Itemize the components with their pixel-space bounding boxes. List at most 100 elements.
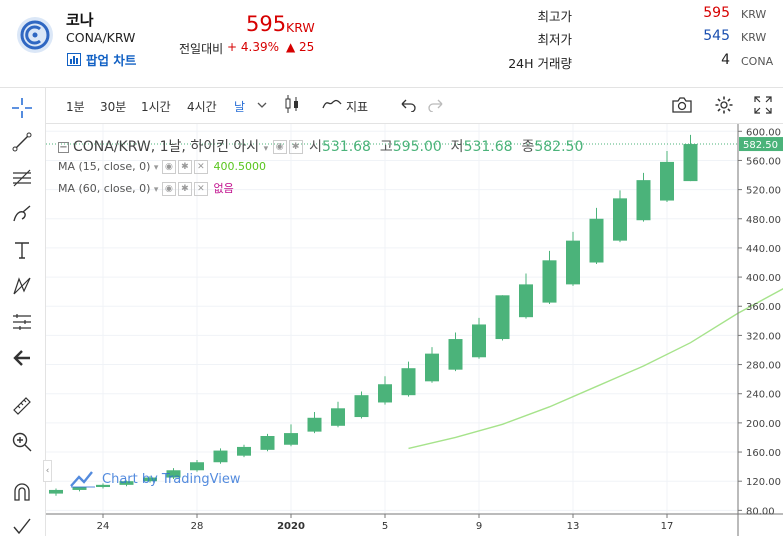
cona-logo-icon (17, 17, 53, 53)
series-actions: ◉ ✱ (272, 139, 305, 155)
ma15-label: MA (15, close, 0) (58, 160, 151, 173)
candle-body (613, 198, 627, 241)
last-price-tag (739, 137, 783, 152)
ma15-polyline (408, 288, 783, 450)
ma15-dropdown-icon[interactable]: ▾ (153, 163, 159, 173)
low-label-legend: 저 (450, 139, 464, 155)
interval-1m[interactable]: 1분 (66, 100, 85, 114)
ma15-actions: ◉ ✱ ✕ (161, 160, 210, 174)
ma60-settings-icon[interactable]: ✱ (177, 182, 192, 196)
interval-4h[interactable]: 4시간 (187, 100, 217, 114)
last-price-label: 582.50 (743, 140, 778, 151)
volume-value: 4 (721, 52, 730, 68)
candle-body (566, 240, 580, 285)
tradingview-watermark[interactable]: Chart by TradingView (70, 470, 240, 488)
high-unit: KRW (741, 8, 767, 21)
y-tick-label: 280.00 (746, 361, 781, 372)
crosshair-tool[interactable] (8, 94, 36, 122)
legend-dropdown-icon[interactable]: ▾ (263, 144, 269, 154)
text-tool[interactable] (8, 236, 36, 264)
interval-30m[interactable]: 30분 (100, 100, 127, 114)
chevron-down-icon[interactable] (257, 101, 267, 109)
candle-style-icon[interactable] (284, 93, 300, 115)
ma60-eye-icon[interactable]: ◉ (161, 182, 176, 196)
header: 코나 CONA/KRW 팝업 차트 595 KRW 전일대비 + 4.39% ▲… (0, 0, 783, 88)
measure-tool[interactable] (8, 308, 36, 336)
undo-icon[interactable] (400, 98, 416, 112)
ma15-close-icon[interactable]: ✕ (193, 160, 208, 174)
camera-icon[interactable] (671, 96, 693, 114)
x-tick-label: 5 (382, 521, 388, 532)
ma15-value: 400.5000 (213, 160, 266, 173)
low-unit: KRW (741, 31, 767, 44)
candle-body (448, 339, 463, 370)
arrow-left-tool[interactable] (8, 344, 36, 372)
x-axis: 24 28 2020 5 9 13 17 (46, 513, 783, 532)
candle-body (354, 395, 369, 418)
candle-body (72, 487, 87, 490)
ma15-line (408, 288, 783, 450)
price-chart[interactable]: 24 28 2020 5 9 13 17 600.00 560.00 520.00 480.00 4… (46, 124, 783, 536)
popup-chart-button[interactable]: 팝업 차트 (67, 50, 136, 69)
y-tick-label: 360.00 (746, 302, 781, 313)
x-tick-label: 17 (661, 521, 674, 532)
collapse-toolbar-button[interactable]: ‹ (43, 460, 52, 482)
candle-body (542, 260, 557, 303)
brush-tool[interactable] (8, 200, 36, 228)
candle-body (143, 477, 157, 482)
y-axis: 600.00 560.00 520.00 480.00 440.00 400.00 360.… (737, 124, 783, 536)
interval-1h[interactable]: 1시간 (141, 100, 171, 114)
ma60-close-icon[interactable]: ✕ (193, 182, 208, 196)
pattern-icon (13, 277, 31, 295)
lock-tool[interactable] (8, 512, 36, 536)
collapse-legend-icon[interactable]: − (58, 141, 69, 153)
y-tick-label: 400.00 (746, 273, 781, 284)
close-value-legend: 582.50 (534, 139, 584, 155)
plot-background (46, 124, 738, 514)
candle-body (425, 353, 439, 382)
price-unit: KRW (286, 20, 315, 35)
interval-day[interactable]: 날 (234, 100, 246, 114)
fullscreen-icon[interactable] (754, 96, 772, 114)
candle-body (660, 161, 674, 201)
eye-icon[interactable]: ◉ (272, 140, 287, 154)
low-value: 545 (703, 28, 730, 44)
candle-body (401, 368, 416, 396)
pattern-tool[interactable] (8, 272, 36, 300)
ruler-tool[interactable] (8, 392, 36, 420)
y-tick-label: 80.00 (746, 506, 775, 517)
settings-icon[interactable]: ✱ (288, 140, 303, 154)
ma60-dropdown-icon[interactable]: ▾ (153, 185, 159, 195)
indicator-button[interactable]: 지표 (346, 100, 369, 114)
ma60-value: 없음 (213, 182, 234, 195)
ma15-settings-icon[interactable]: ✱ (177, 160, 192, 174)
indicator-icon[interactable] (322, 98, 342, 110)
measure-icon (13, 314, 31, 330)
candle-body (96, 484, 110, 488)
x-tick-label: 9 (476, 521, 482, 532)
arrow-left-icon (13, 350, 30, 366)
open-value: 531.68 (321, 139, 371, 155)
candle-body (495, 295, 510, 340)
low-label: 최저가 (537, 32, 572, 47)
candle-body (119, 481, 134, 485)
candle-body (237, 446, 251, 456)
trendline-tool[interactable] (8, 128, 36, 156)
candle-body (260, 436, 275, 450)
candle-body (166, 470, 181, 478)
redo-icon[interactable] (428, 98, 444, 112)
candle-body (636, 180, 651, 221)
y-tick-label: 480.00 (746, 215, 781, 226)
y-tick-label: 120.00 (746, 477, 781, 488)
ma60-legend: MA (60, close, 0) ▾ ◉ ✱ ✕ 없음 (58, 180, 234, 196)
magnet-tool[interactable] (8, 478, 36, 506)
fib-tool[interactable] (8, 164, 36, 192)
ma15-eye-icon[interactable]: ◉ (161, 160, 176, 174)
candle-body (331, 408, 345, 426)
popup-chart-label: 팝업 차트 (86, 53, 137, 68)
candle-body (284, 433, 298, 445)
magnet-icon (14, 483, 30, 501)
gear-icon[interactable] (714, 95, 734, 115)
zoom-tool[interactable] (8, 428, 36, 456)
candle-body (49, 489, 63, 494)
